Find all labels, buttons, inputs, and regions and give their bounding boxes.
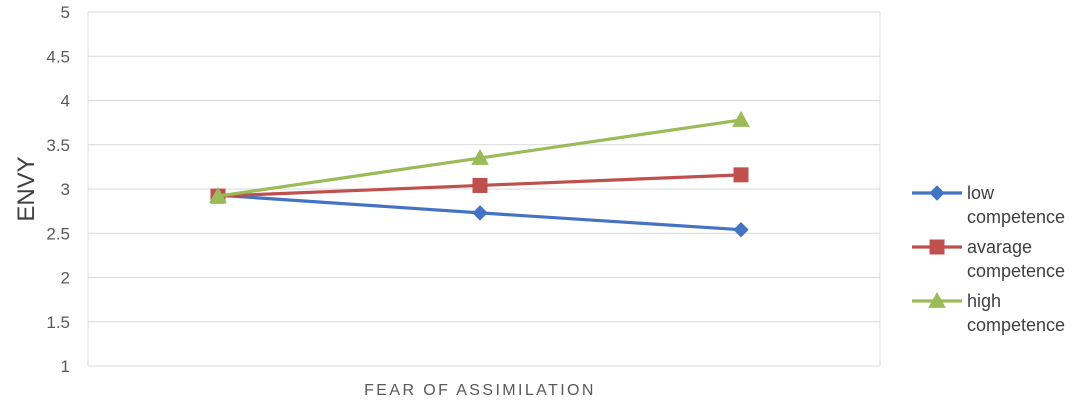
y-tick-label: 5 (61, 3, 70, 22)
y-tick-label: 1 (61, 357, 70, 376)
triangle-marker (732, 110, 750, 127)
x-axis-label: FEAR OF ASSIMILATION (364, 382, 596, 399)
y-axis-ticks: 1 1.5 2 2.5 3 3.5 4 4.5 5 (46, 3, 70, 376)
legend-label: competence (967, 315, 1065, 335)
diamond-marker (472, 205, 488, 221)
triangle-marker (928, 291, 946, 308)
legend-label: competence (967, 261, 1065, 281)
y-tick-label: 2.5 (46, 224, 70, 243)
triangle-marker (209, 187, 227, 203)
legend: low competence avarage competence high compet… (912, 183, 1065, 335)
square-marker (472, 177, 488, 193)
y-tick-label: 4 (61, 92, 70, 111)
diamond-marker (929, 185, 945, 201)
plot-area-series (209, 110, 750, 238)
y-tick-label: 2 (61, 269, 70, 288)
legend-label: avarage (967, 237, 1032, 257)
square-marker (929, 239, 945, 255)
y-tick-label: 1.5 (46, 313, 70, 332)
y-tick-label: 3 (61, 180, 70, 199)
triangle-marker (471, 148, 489, 165)
diamond-marker (733, 222, 749, 238)
legend-label: high (967, 291, 1001, 311)
legend-label: low (967, 183, 995, 203)
legend-label: competence (967, 207, 1065, 227)
y-tick-label: 3.5 (46, 136, 70, 155)
y-tick-label: 4.5 (46, 47, 70, 66)
y-axis-label: ENVY (13, 156, 40, 221)
square-marker (733, 167, 749, 183)
